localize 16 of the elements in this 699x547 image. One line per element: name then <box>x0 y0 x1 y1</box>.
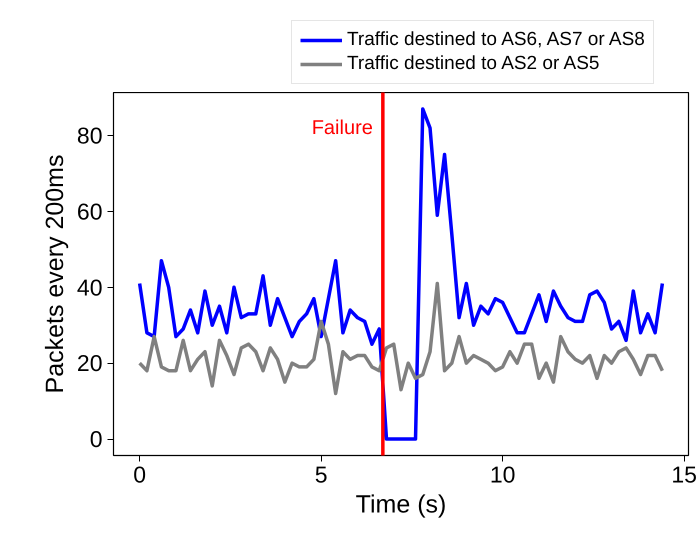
y-axis-title: Packets every 200ms <box>40 154 69 394</box>
x-tick-label: 0 <box>133 462 146 488</box>
legend-label: Traffic destined to AS6, AS7 or AS8 <box>347 29 645 51</box>
legend-label: Traffic destined to AS2 or AS5 <box>347 53 600 75</box>
x-axis-title: Time (s) <box>356 490 446 518</box>
y-tick-label: 80 <box>76 122 103 149</box>
y-tick-label: 0 <box>90 426 103 452</box>
ref-line-label: Failure <box>312 116 373 139</box>
x-tick-label: 10 <box>490 462 516 488</box>
y-tick-label: 40 <box>76 274 103 300</box>
y-tick-label: 60 <box>76 198 103 224</box>
line-series <box>138 282 664 396</box>
y-tick-label: 20 <box>76 350 103 376</box>
x-tick-label: 15 <box>671 462 697 488</box>
x-tick-label: 5 <box>314 462 328 488</box>
line-series <box>138 107 664 441</box>
